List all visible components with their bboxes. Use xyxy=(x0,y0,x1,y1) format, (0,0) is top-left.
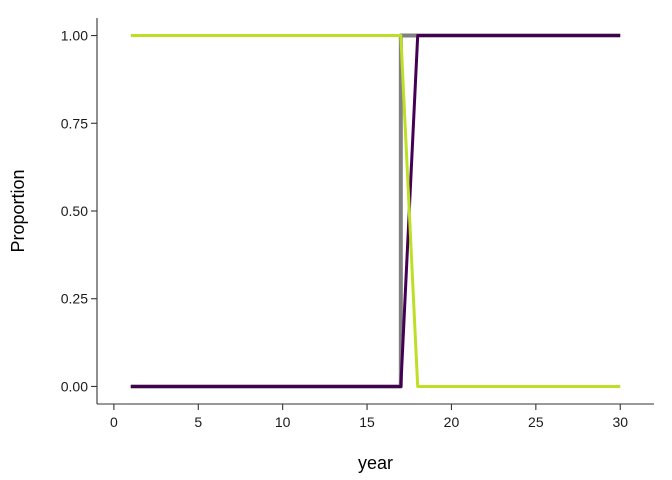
x-tick-label: 15 xyxy=(359,414,375,430)
series-line-1 xyxy=(130,33,621,389)
x-tick-label: 25 xyxy=(528,414,544,430)
y-tick-label: 1.00 xyxy=(61,28,88,44)
x-tick-label: 0 xyxy=(110,414,118,430)
axes: 0.00 0.25 0.50 0.75 1.00 0 5 10 15 20 25 30 xyxy=(61,18,654,430)
y-tick-label: 0.25 xyxy=(61,291,88,307)
x-axis-title: year xyxy=(358,453,393,473)
series-line-3 xyxy=(130,34,621,388)
y-tick-label: 0.50 xyxy=(61,203,88,219)
plot-series xyxy=(130,33,621,389)
x-tick-label: 30 xyxy=(612,414,628,430)
y-axis-title: Proportion xyxy=(8,169,28,252)
y-tick-label: 0.75 xyxy=(61,115,88,131)
y-tick-label: 0.00 xyxy=(61,378,88,394)
x-tick-label: 5 xyxy=(194,414,202,430)
series-line-2 xyxy=(130,34,621,388)
x-tick-label: 10 xyxy=(275,414,291,430)
x-tick-label: 20 xyxy=(444,414,460,430)
